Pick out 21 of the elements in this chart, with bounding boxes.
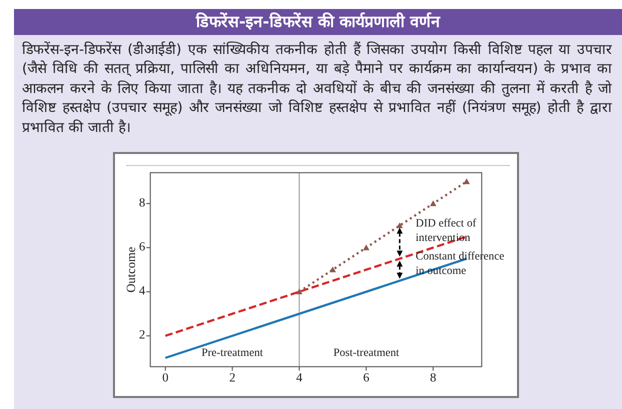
x-tick-label: 2 [229,370,236,385]
chart-title: डिफरेंस-इन-डिफरेंस की कार्यप्रणाली वर्णन [14,9,622,35]
y-tick-label: 4 [139,284,146,298]
x-tick-label: 4 [296,370,304,385]
point [430,200,436,206]
annotation: Pre-treatment [202,346,264,359]
chart-subtitle: डिफरेंस-इन-डिफरेंस (डीआईडी) एक सांख्यिकीय तकनीक होती हैं जिसका उपयोग किसी विशिष्ट पहल या उपचार (जैसे विधि की सतत् प्रक्रिया, पालिसी का अधिनियमन, या बड़े पैमाने पर कार्यक्रम का कार्यान्वयन) के प्रभाव का आकलन करने के लिए किया जाता है। यह तकनीक दो अवधियों के बीच की जनसंख्या की तुलना में करती है जो विशिष्ट हस्तक्षेप (उपचार समूह) और जनसंख्या जो विशिष्ट हस्तक्षेप से प्रभावित नहीं (नियंत्रण समूह) होती है द्वारा प्रभावित की जाती है। [22,41,612,138]
x-tick-label: 8 [430,370,436,385]
point [330,266,336,272]
point [296,288,302,294]
y-tick-label: 8 [139,195,146,210]
annotation: DID effect of intervention [416,217,477,244]
y-axis-title: Outcome [124,246,138,293]
annotation: Post-treatment [333,346,400,359]
x-tick-label: 6 [363,370,370,385]
y-tick-label: 2 [139,328,146,342]
point [463,178,470,184]
x-tick-label: 0 [162,370,168,385]
point [363,244,370,250]
point [396,222,403,228]
y-tick-label: 6 [139,240,146,254]
